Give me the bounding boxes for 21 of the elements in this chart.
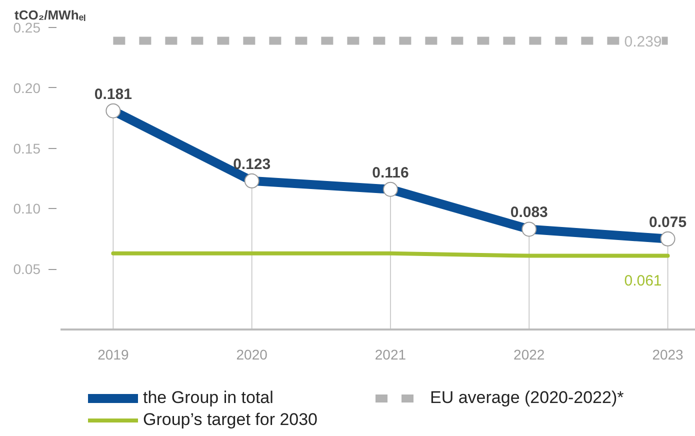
y-tick-label: 0.10 (13, 200, 41, 217)
y-axis-title: tCO₂/MWhₑₗ (14, 8, 86, 22)
legend-label: Group’s target for 2030 (143, 410, 319, 430)
x-tick-label: 2019 (98, 346, 129, 362)
legend-label: the Group in total (143, 388, 274, 408)
data-label: 0.075 (649, 214, 687, 231)
x-tick-label: 2020 (236, 346, 268, 362)
data-label: 0.083 (510, 204, 548, 222)
data-label: 0.123 (233, 156, 271, 173)
data-label: 0.061 (624, 272, 662, 290)
data-label: 0.239 (624, 33, 662, 50)
legend-label: EU average (2020-2022)* (430, 388, 625, 408)
x-tick-label: 2023 (652, 346, 684, 362)
x-tick-label: 2022 (514, 346, 545, 362)
y-tick-label: 0.05 (13, 261, 41, 278)
data-label: 0.181 (94, 86, 132, 103)
data-label: 0.116 (372, 164, 409, 182)
y-tick-label: 0.25 (13, 20, 41, 36)
x-tick-label: 2021 (374, 346, 406, 362)
y-tick-label: 0.15 (13, 140, 41, 156)
y-tick-label: 0.20 (13, 80, 41, 96)
